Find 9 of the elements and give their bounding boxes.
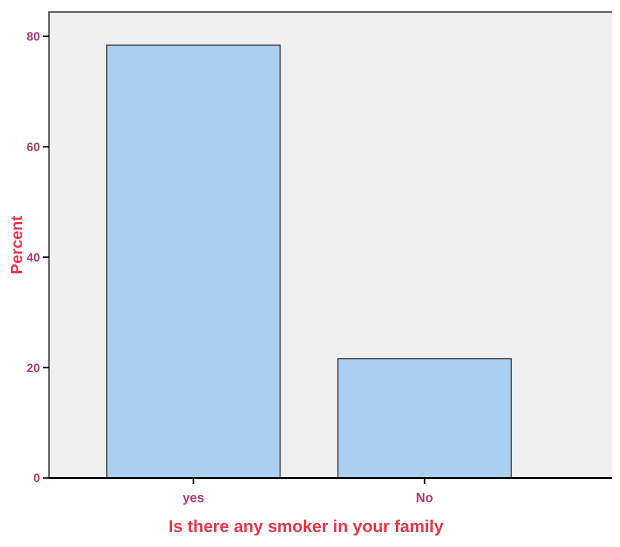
- x-axis-title: Is there any smoker in your family: [168, 517, 444, 536]
- x-tick-label: No: [416, 490, 434, 505]
- y-tick-label: 40: [26, 250, 40, 264]
- x-tick-label: yes: [182, 490, 204, 505]
- y-axis-title: Percent: [9, 214, 26, 274]
- y-tick-label: 0: [33, 471, 40, 486]
- y-tick-label: 20: [26, 360, 40, 375]
- y-tick-label: 80: [26, 29, 40, 44]
- y-tick-label: 60: [26, 140, 40, 154]
